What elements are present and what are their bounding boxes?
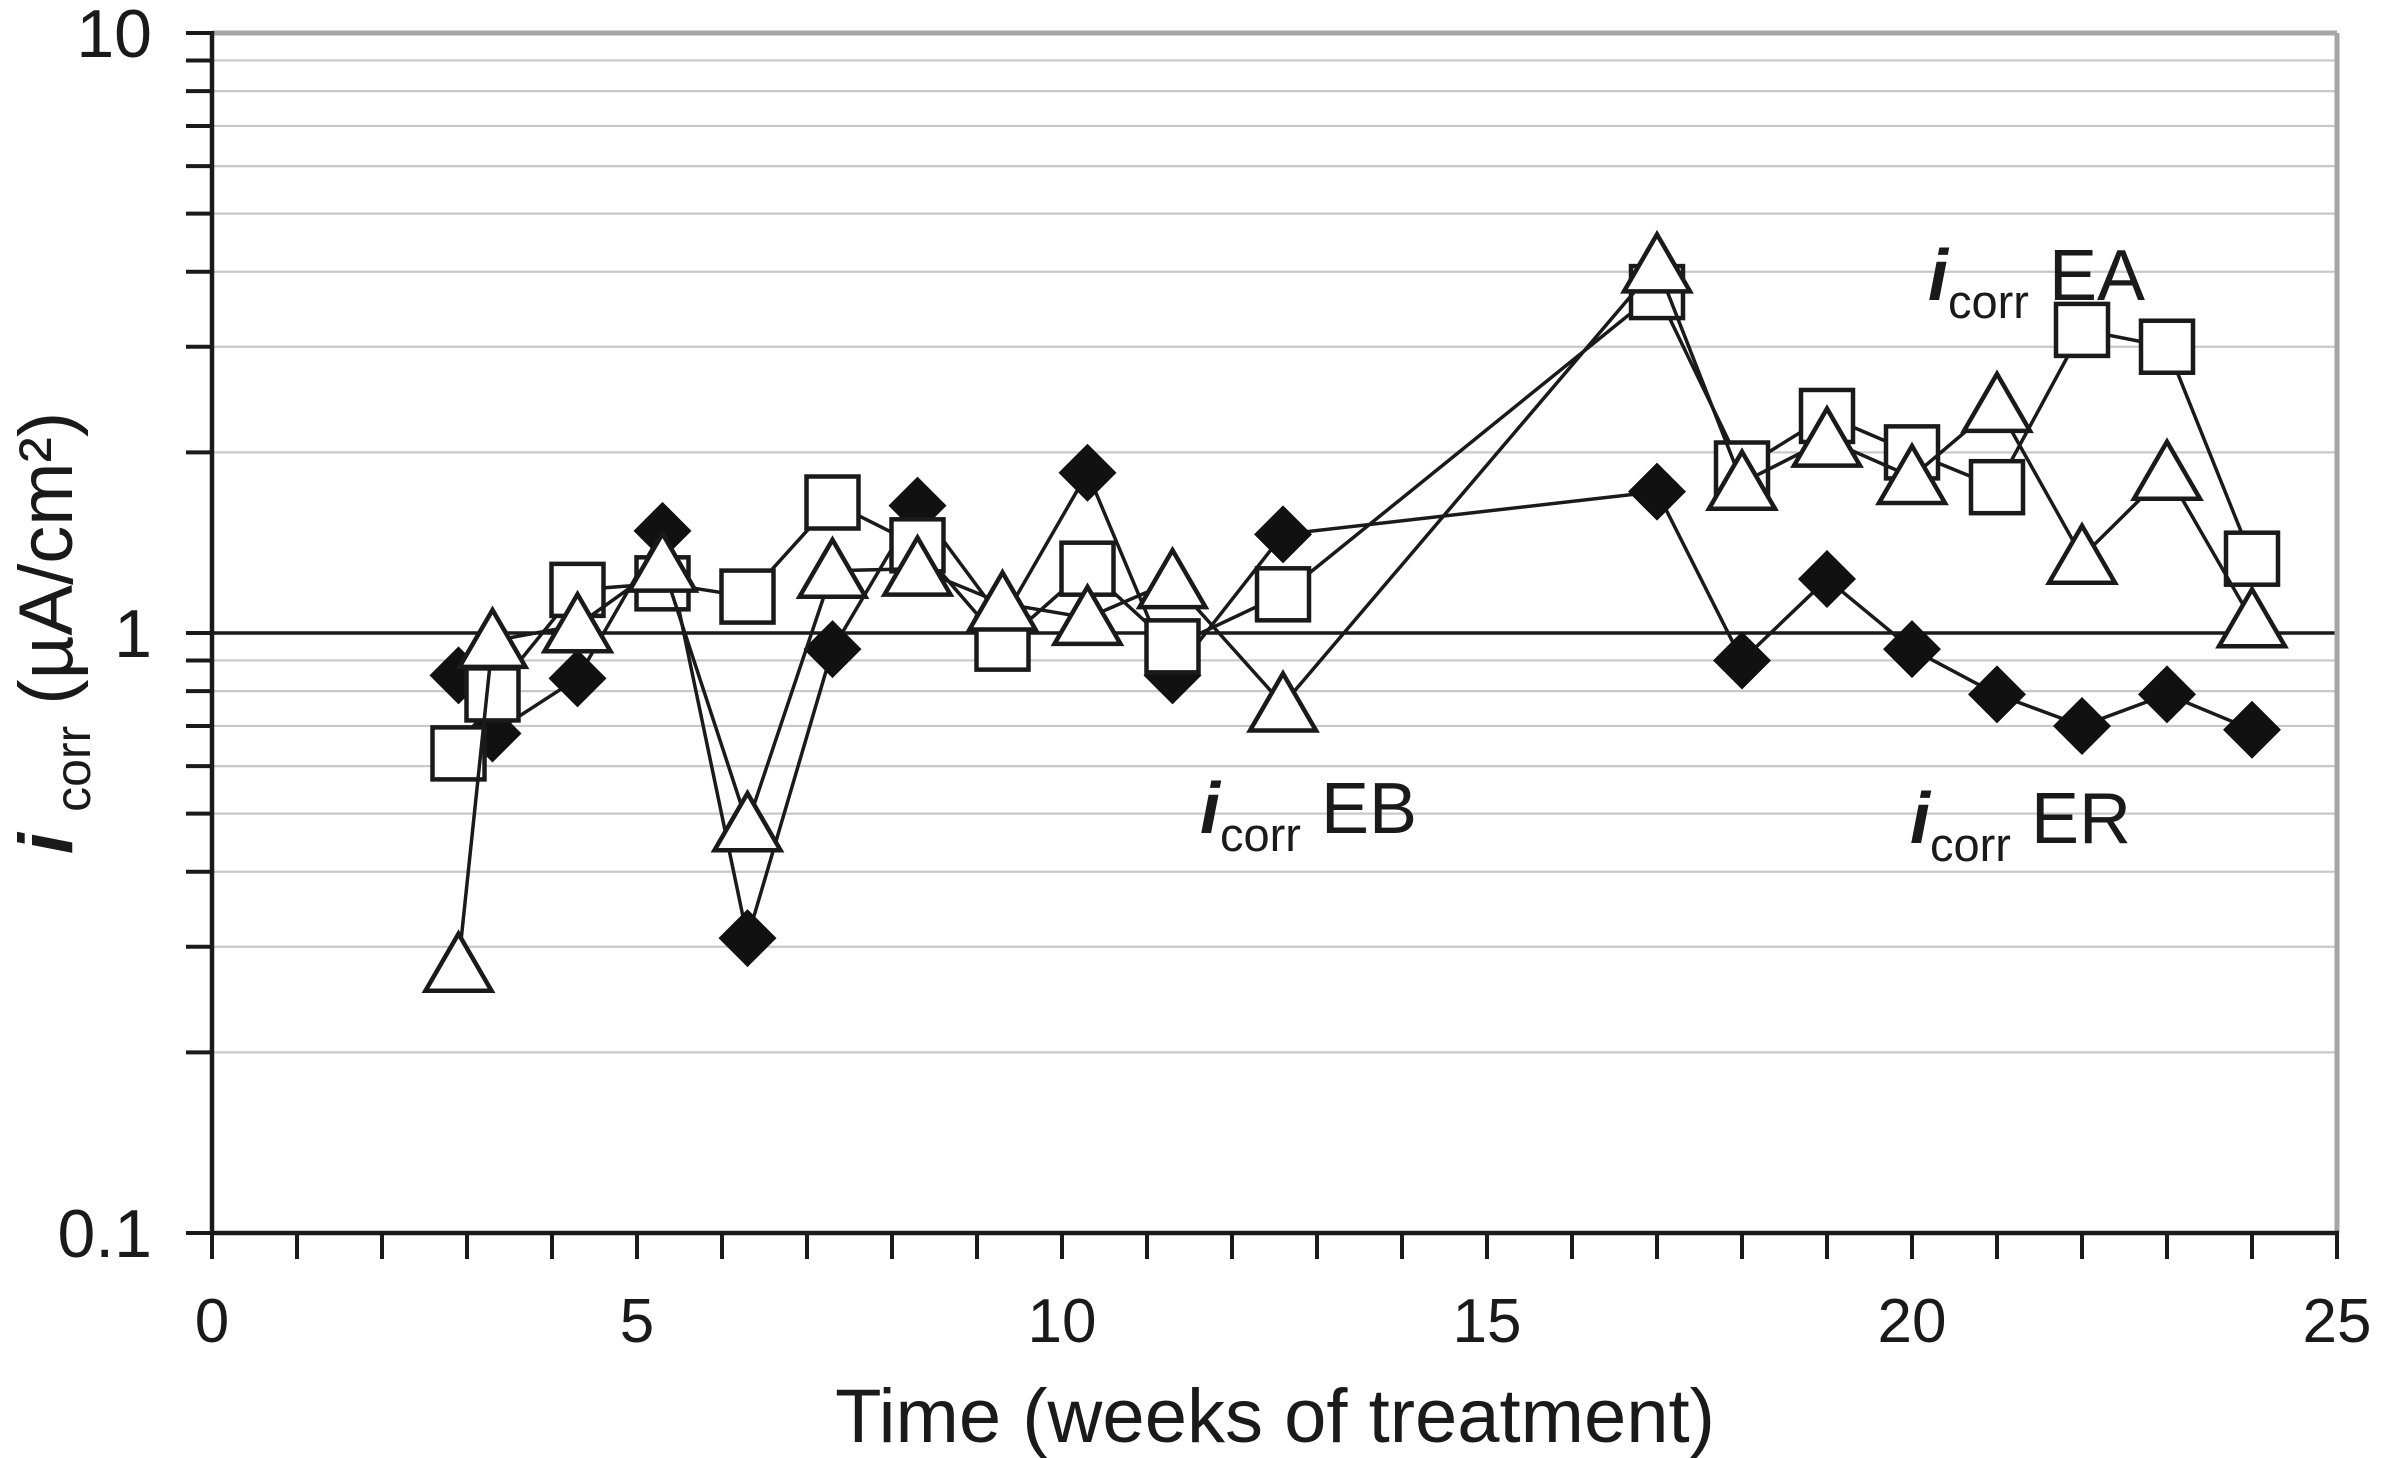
gridlines-layer	[212, 30, 2340, 1233]
series-label-symbol: i	[1928, 236, 1950, 316]
diamond-marker	[1798, 550, 1856, 609]
triangle-marker	[1246, 669, 1320, 733]
series-label-name: ER	[2011, 779, 2131, 859]
series-label-ER: icorr ER	[1910, 779, 2131, 871]
triangle-marker	[1050, 582, 1125, 647]
y-tick-label-10: 10	[76, 0, 152, 72]
y-axis-title-units: (µA/cm²)	[4, 412, 89, 705]
series-label-name: EB	[1301, 769, 1417, 849]
triangle-marker	[1620, 229, 1694, 294]
square-marker	[1968, 458, 2026, 516]
triangle-marker	[2215, 584, 2289, 649]
diamond-marker	[1968, 665, 2026, 724]
square-marker	[2053, 301, 2111, 359]
square-marker	[2138, 318, 2196, 375]
triangle-marker	[1960, 369, 2034, 434]
y-axis-title-symbol: i	[4, 831, 89, 854]
diamond-marker	[1628, 462, 1686, 521]
triangle-marker	[455, 605, 530, 670]
x-axis-title: Time (weeks of treatment)	[835, 1374, 1715, 1458]
y-axis-title-subscript: corr	[45, 726, 101, 812]
triangle-marker	[1705, 447, 1779, 511]
series-label-symbol: i	[1910, 779, 1932, 859]
triangle-marker	[421, 929, 496, 993]
square-marker	[1254, 566, 1312, 623]
diamond-marker	[2053, 696, 2111, 755]
diamond-marker	[803, 620, 862, 679]
diamond-marker	[1883, 620, 1941, 679]
series-label-name: EA	[2029, 236, 2145, 316]
series-label-EA: icorr EA	[1928, 236, 2145, 328]
series-label-subscript: corr	[1220, 808, 1301, 861]
square-marker	[2223, 530, 2281, 587]
triangle-marker	[1875, 441, 1949, 506]
square-marker	[464, 666, 521, 723]
y-tick-label-1: 1	[114, 596, 152, 672]
diamond-marker	[2138, 665, 2196, 724]
triangle-marker	[1135, 545, 1210, 610]
series-EB	[421, 229, 2289, 993]
diamond-marker	[1713, 631, 1771, 690]
series-label-subscript: corr	[1948, 275, 2029, 328]
series-label-symbol: i	[1200, 769, 1222, 849]
triangle-marker	[965, 567, 1040, 632]
square-marker	[430, 725, 487, 782]
diamond-marker	[718, 909, 777, 968]
diamond-marker	[1254, 505, 1312, 564]
tick-labels-layer: 10 1 0.1 0 5 10 15 20 25	[57, 0, 2371, 1356]
axes-layer	[186, 31, 2339, 1259]
diamond-marker	[548, 649, 607, 708]
triangle-marker	[540, 589, 615, 654]
x-tick-label-20: 20	[1878, 1287, 1947, 1356]
triangle-marker	[2130, 437, 2204, 501]
square-marker	[1144, 618, 1201, 675]
x-tick-label-0: 0	[195, 1287, 229, 1356]
diamond-marker	[1058, 443, 1117, 502]
x-tick-label-25: 25	[2303, 1287, 2372, 1356]
x-tick-label-5: 5	[620, 1287, 654, 1356]
data-series-layer	[421, 229, 2289, 993]
diamond-marker	[2223, 700, 2281, 759]
triangle-marker	[710, 788, 785, 853]
triangle-marker	[2045, 521, 2119, 585]
square-marker	[719, 568, 776, 625]
triangle-marker	[795, 535, 870, 599]
x-tick-label-10: 10	[1028, 1287, 1097, 1356]
square-marker	[804, 474, 861, 531]
series-label-subscript: corr	[1930, 818, 2011, 871]
triangle-marker	[1790, 404, 1864, 468]
y-axis-title: i corr (µA/cm²)	[4, 412, 107, 854]
series-label-EB: icorr EB	[1200, 769, 1417, 861]
triangle-marker	[625, 529, 700, 593]
triangle-marker	[880, 533, 955, 597]
y-tick-label-0.1: 0.1	[57, 1196, 152, 1272]
x-tick-label-15: 15	[1453, 1287, 1522, 1356]
